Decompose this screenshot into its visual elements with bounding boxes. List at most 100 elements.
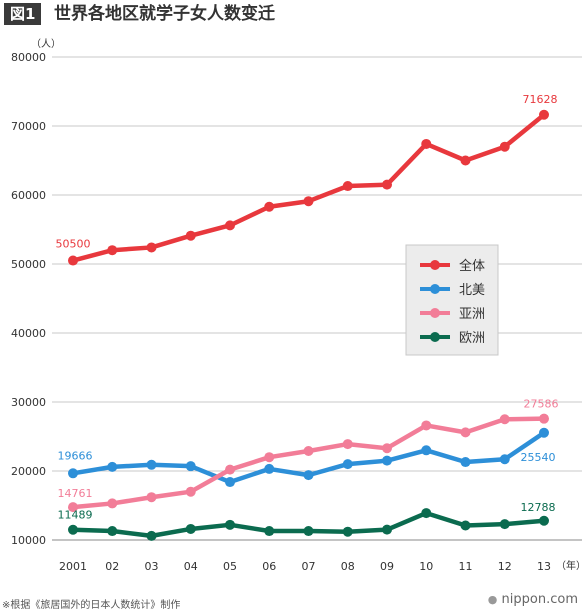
data-point <box>225 519 235 530</box>
data-point <box>68 255 78 266</box>
x-tick-label: 12 <box>498 560 512 573</box>
data-point <box>382 524 392 535</box>
legend-label: 北美 <box>459 283 485 298</box>
x-tick-label: 07 <box>302 560 316 573</box>
legend-swatch-marker <box>430 284 440 294</box>
data-point <box>185 230 196 241</box>
data-point <box>382 443 392 454</box>
series-line <box>70 112 547 263</box>
data-point <box>539 427 549 438</box>
data-point <box>539 413 549 424</box>
y-axis-label: （人） <box>31 38 61 50</box>
figure-title: 世界各地区就学子女人数变迁 <box>54 4 275 24</box>
x-tick-label: 13 <box>537 560 551 573</box>
figure-badge: 図1 <box>4 3 42 25</box>
data-point <box>107 245 118 256</box>
brand-logo[interactable]: ● nippon.com <box>488 592 578 607</box>
data-point <box>421 138 432 149</box>
data-point <box>421 445 432 456</box>
data-point <box>460 457 471 468</box>
data-point <box>382 455 392 466</box>
x-tick-label: 05 <box>223 560 237 573</box>
data-point <box>303 196 314 207</box>
data-point <box>107 461 118 472</box>
brand-dot-icon: ● <box>487 593 498 606</box>
brand-name: nippon.com <box>501 592 578 607</box>
data-label: 12788 <box>521 501 556 514</box>
data-point <box>146 459 157 470</box>
data-point <box>146 530 157 541</box>
data-point <box>382 179 392 190</box>
data-point <box>185 461 196 472</box>
x-axis-label: （年） <box>556 559 584 572</box>
data-point <box>342 181 353 192</box>
x-tick-label: 06 <box>262 560 276 573</box>
legend-swatch-marker <box>430 308 440 318</box>
data-point <box>185 523 196 534</box>
data-label: 14761 <box>58 487 93 500</box>
data-point <box>68 524 78 535</box>
data-point <box>460 427 471 438</box>
legend-label: 欧洲 <box>459 331 485 346</box>
source-note: ※根据《旅居国外的日本人数统计》制作 <box>2 600 181 611</box>
legend-swatch-marker <box>430 260 440 270</box>
y-tick-label: 60000 <box>11 189 46 202</box>
data-point <box>460 520 471 531</box>
x-tick-label: 10 <box>419 560 433 573</box>
data-point <box>460 155 471 166</box>
data-point <box>185 486 196 497</box>
data-point <box>499 519 510 530</box>
data-point <box>225 477 235 488</box>
y-tick-label: 70000 <box>11 120 46 133</box>
data-label: 71628 <box>523 93 558 106</box>
data-point <box>539 109 549 120</box>
x-tick-label: 2001 <box>59 560 87 573</box>
data-point <box>107 526 118 537</box>
data-point <box>264 526 275 537</box>
data-label: 19666 <box>58 449 93 462</box>
y-tick-label: 50000 <box>11 258 46 271</box>
data-point <box>68 468 78 479</box>
data-point <box>303 445 314 456</box>
data-point <box>264 463 275 474</box>
data-point <box>303 470 314 481</box>
x-tick-label: 04 <box>184 560 198 573</box>
x-tick-label: 03 <box>145 560 159 573</box>
data-point <box>499 141 510 152</box>
x-tick-label: 08 <box>341 560 355 573</box>
data-point <box>421 420 432 431</box>
data-label: 25540 <box>521 451 556 464</box>
data-point <box>539 515 549 526</box>
data-point <box>499 414 510 425</box>
y-tick-label: 40000 <box>11 327 46 340</box>
x-tick-label: 02 <box>105 560 119 573</box>
x-tick-label: 09 <box>380 560 394 573</box>
legend-label: 亚洲 <box>459 307 485 322</box>
data-point <box>303 526 314 537</box>
y-tick-label: 30000 <box>11 396 46 409</box>
y-tick-label: 10000 <box>11 534 46 547</box>
data-point <box>146 492 157 503</box>
legend-swatch-marker <box>430 332 440 342</box>
data-point <box>146 242 157 253</box>
data-label: 27586 <box>524 398 559 411</box>
legend-label: 全体 <box>459 258 485 274</box>
data-point <box>225 220 235 231</box>
data-point <box>68 502 78 513</box>
data-point <box>499 454 510 465</box>
x-tick-label: 11 <box>459 560 473 573</box>
figure-header: 図1 世界各地区就学子女人数变迁 <box>0 0 584 28</box>
data-point <box>421 508 432 519</box>
y-tick-label: 20000 <box>11 465 46 478</box>
data-point <box>225 464 235 475</box>
data-point <box>264 201 275 212</box>
data-point <box>264 452 275 463</box>
data-label: 11489 <box>58 509 93 522</box>
data-point <box>342 439 353 450</box>
data-point <box>107 498 118 509</box>
data-point <box>342 459 353 470</box>
data-label: 50500 <box>56 238 91 251</box>
data-point <box>342 526 353 537</box>
y-tick-label: 80000 <box>11 51 46 64</box>
